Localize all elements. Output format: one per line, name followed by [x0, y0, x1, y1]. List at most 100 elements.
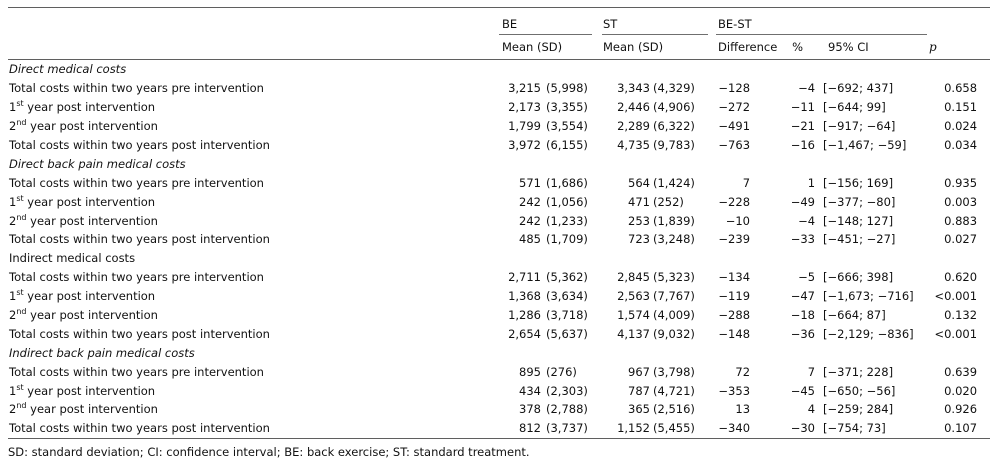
- difference-cell: −228: [718, 194, 751, 209]
- st-sd-cell: (4,721): [653, 383, 695, 398]
- gap: [592, 362, 602, 381]
- data-row: 2nd year post intervention 378 (2,788) 365(…: [8, 400, 990, 419]
- be-mean-cell: 1,286: [508, 308, 541, 323]
- section-title: Indirect medical costs: [9, 251, 136, 266]
- be-sd-cell: (1,709): [546, 232, 588, 247]
- difference-cell: −10: [725, 213, 751, 228]
- group-be-st-header: BE-ST: [716, 7, 928, 35]
- data-row: Total costs within two years post interv…: [8, 230, 990, 249]
- p-value-cell: 0.027: [944, 232, 978, 247]
- percent-cell: 1: [807, 175, 816, 190]
- st-sd-cell: (3,248): [653, 232, 695, 247]
- st-sd-cell: (9,783): [653, 138, 695, 152]
- gap: [592, 192, 602, 211]
- ordinal-superscript: st: [16, 382, 24, 392]
- gap: [708, 381, 716, 400]
- st-mean-cell: 967: [628, 364, 650, 379]
- gap: [592, 8, 602, 35]
- data-row: 2nd year post intervention 1,799 (3,554) 2,…: [8, 117, 990, 136]
- section-header-row: Direct medical costs: [8, 60, 990, 79]
- st-mean-cell: 253: [628, 213, 650, 228]
- st-mean-cell: 365: [628, 402, 650, 417]
- table-header: BE ST BE-ST Mean (SD) Mean (SD) Differen…: [8, 7, 991, 60]
- difference-cell: 13: [735, 402, 751, 417]
- gap: [708, 117, 716, 136]
- ci-cell: [−377; −80]: [823, 194, 896, 209]
- difference-cell: −288: [718, 308, 751, 323]
- difference-header: Difference: [716, 34, 779, 60]
- data-row: Total costs within two years post interv…: [8, 419, 990, 438]
- data-row: 2nd year post intervention 242 (1,233) 253(…: [8, 211, 990, 230]
- st-sd-cell: (3,798): [653, 364, 695, 379]
- difference-cell: −239: [718, 232, 751, 247]
- data-row: 1st year post intervention 1,368 (3,634) 2,…: [8, 287, 990, 306]
- be-mean-cell: 2,654: [508, 326, 541, 341]
- section-title: Direct back pain medical costs: [9, 156, 186, 171]
- section-title: Direct medical costs: [9, 62, 127, 77]
- ordinal-superscript: nd: [16, 401, 27, 411]
- ci-cell: [−451; −27]: [823, 232, 896, 247]
- group-st-header: ST: [602, 7, 709, 35]
- gap: [592, 381, 602, 400]
- st-sd-cell: (1,839): [653, 213, 695, 228]
- st-mean-cell: 4,735: [617, 138, 650, 152]
- percent-header: %: [778, 34, 816, 60]
- difference-cell: −119: [718, 289, 751, 304]
- st-sd-cell: (4,329): [653, 81, 695, 96]
- be-mean-cell: 378: [519, 402, 541, 417]
- section-header-row: Indirect medical costs: [8, 249, 990, 268]
- ci-header: 95% CI: [815, 34, 928, 60]
- st-sd-cell: (4,009): [653, 308, 695, 323]
- p-value-cell: 0.024: [944, 119, 978, 134]
- percent-cell: −47: [790, 289, 816, 304]
- gap: [592, 268, 602, 287]
- row-label: 1st year post intervention: [9, 193, 156, 209]
- gap: [708, 8, 716, 35]
- group-header-row: BE ST BE-ST: [8, 7, 990, 35]
- ordinal-superscript: nd: [16, 307, 27, 317]
- gap: [592, 173, 602, 192]
- st-mean-cell: 471: [628, 194, 650, 209]
- row-label: Total costs within two years pre interve…: [9, 81, 264, 96]
- p-value-cell: 0.620: [944, 270, 978, 285]
- ci-cell: [−148; 127]: [823, 213, 894, 228]
- st-mean-cell: 787: [628, 383, 650, 398]
- percent-cell: −18: [790, 308, 816, 323]
- be-mean-cell: 3,215: [508, 81, 541, 96]
- group-be-header: BE: [499, 7, 592, 35]
- data-row: Total costs within two years post interv…: [8, 136, 990, 155]
- st-mean-cell: 1,152: [617, 421, 650, 436]
- p-value-cell: 0.658: [944, 81, 978, 96]
- p-value-cell: 0.003: [944, 194, 978, 209]
- ci-cell: [−666; 398]: [823, 270, 894, 285]
- be-sd-cell: (3,718): [546, 308, 588, 323]
- row-label: 2nd year post intervention: [9, 212, 158, 228]
- data-row: Total costs within two years pre interve…: [8, 268, 990, 287]
- be-mean-sd-header: Mean (SD): [499, 34, 592, 60]
- p-value-cell: 0.034: [944, 138, 978, 152]
- row-label: 1st year post intervention: [9, 99, 156, 115]
- st-sd-cell: (5,455): [653, 421, 695, 436]
- p-value-cell: <0.001: [934, 326, 978, 341]
- table-body: Direct medical costs Total costs within t…: [8, 60, 990, 439]
- percent-cell: −11: [790, 100, 816, 115]
- gap: [708, 268, 716, 287]
- difference-cell: −353: [718, 383, 751, 398]
- gap: [592, 400, 602, 419]
- st-sd-cell: (7,767): [653, 289, 695, 304]
- ci-cell: [−917; −64]: [823, 119, 896, 134]
- p-value-cell: <0.001: [934, 289, 978, 304]
- be-mean-cell: 2,711: [508, 270, 541, 285]
- gap: [592, 34, 602, 60]
- p-value-cell: 0.020: [944, 383, 978, 398]
- be-sd-cell: (276): [546, 364, 577, 379]
- column-header-row: Mean (SD) Mean (SD) Difference % 95% CI …: [8, 34, 991, 60]
- percent-cell: −4: [798, 81, 816, 96]
- st-sd-cell: (2,516): [653, 402, 695, 417]
- costs-table: BE ST BE-ST Mean (SD) Mean (SD) Differen…: [8, 7, 991, 439]
- gap: [708, 306, 716, 325]
- gap: [708, 136, 716, 155]
- gap: [592, 419, 602, 438]
- be-sd-cell: (2,788): [546, 402, 588, 417]
- be-mean-cell: 3,972: [508, 138, 541, 152]
